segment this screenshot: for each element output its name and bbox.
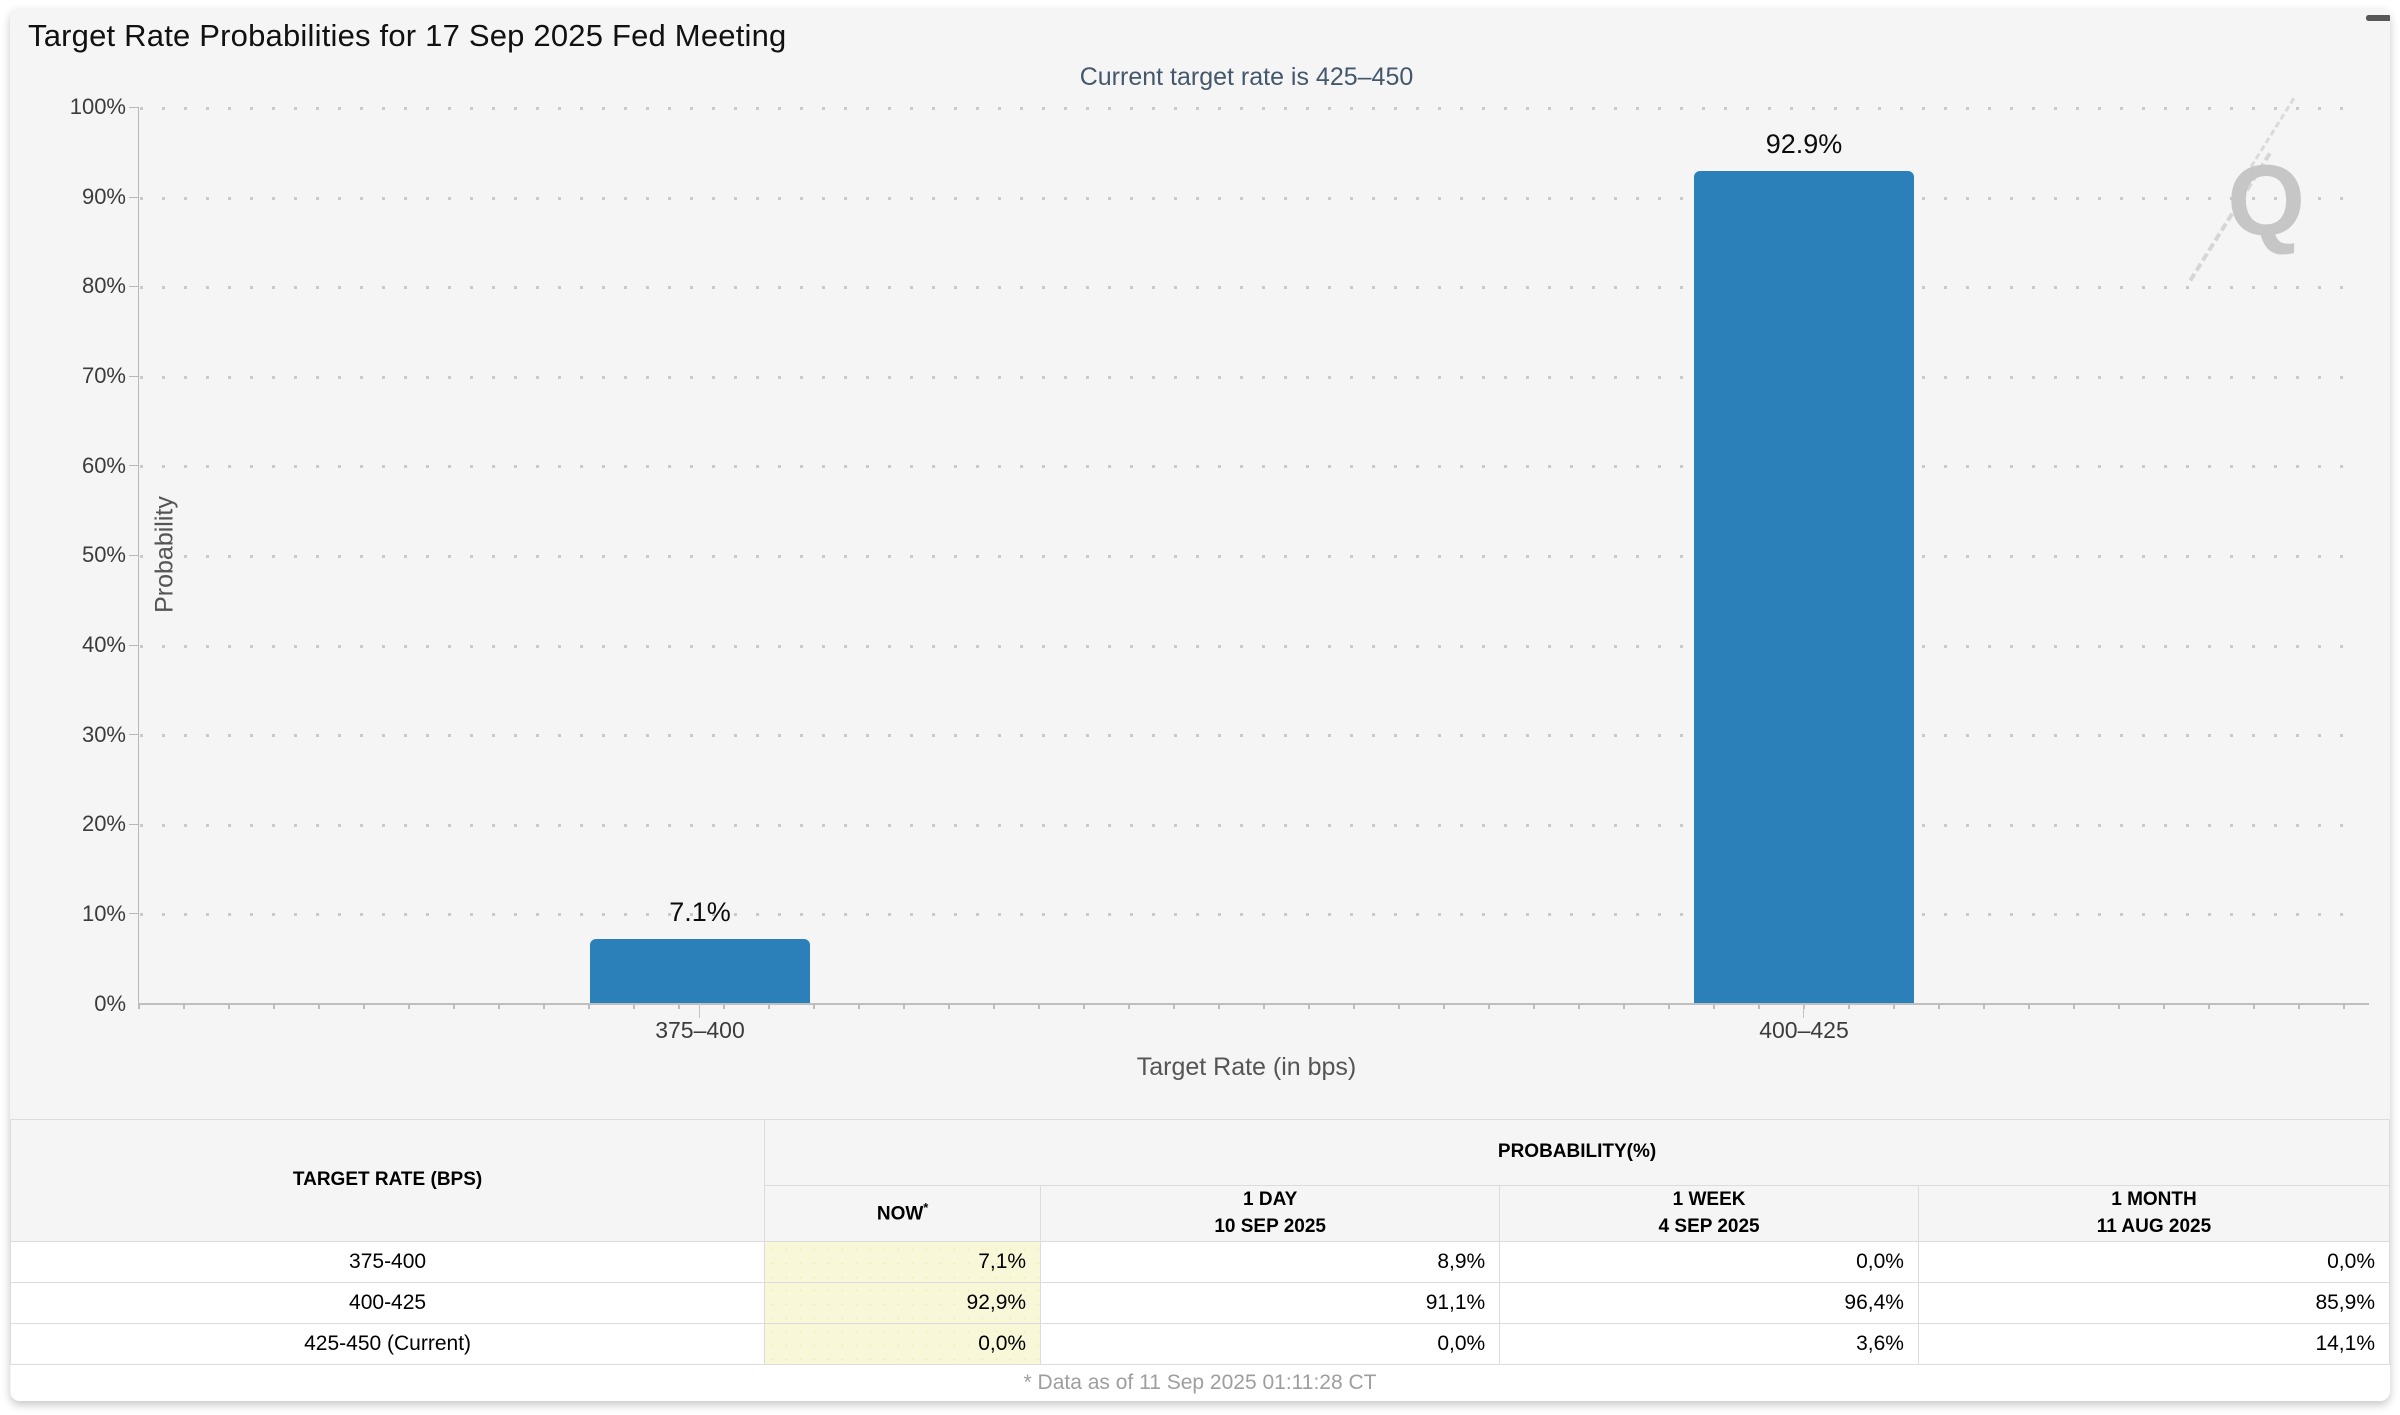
- menu-bar: [2366, 15, 2390, 21]
- y-tick-label: 80%: [81, 273, 126, 298]
- now-cell: 92,9%: [764, 1282, 1042, 1325]
- month-cell: 14,1%: [1917, 1323, 2390, 1366]
- y-axis-tick: [129, 913, 138, 914]
- day-cell: 8,9%: [1040, 1241, 1501, 1284]
- bar-value-label: 7.1%: [669, 897, 731, 928]
- week-cell: 96,4%: [1499, 1282, 1919, 1325]
- y-axis-tick: [129, 734, 138, 735]
- col-header-probability-group: PROBABILITY(%): [764, 1119, 2390, 1186]
- col-header-1week-label: 1 WEEK: [1672, 1189, 1746, 1210]
- bar-400-425[interactable]: 92.9%: [1694, 129, 1914, 1003]
- col-header-now-label: NOW: [876, 1203, 924, 1225]
- category-tick: [1803, 1003, 1804, 1018]
- gridline: [140, 913, 2355, 916]
- rate-cell: 400-425: [10, 1282, 766, 1325]
- now-cell: 7,1%: [764, 1241, 1042, 1284]
- gridline: [140, 555, 2355, 558]
- category-tick: [699, 1003, 700, 1018]
- bar-chart-plot-area: 100% 90% 80% 70% 60% 50% 40% 30% 20% 10%…: [70, 94, 2369, 1081]
- data-as-of-footnote: * Data as of 11 Sep 2025 01:11:28 CT: [10, 1364, 2390, 1401]
- y-axis-tick: [129, 465, 138, 466]
- gridline: [140, 824, 2355, 827]
- y-axis-line: [138, 107, 139, 1003]
- fedwatch-panel: Target Rate Probabilities for 17 Sep 202…: [10, 8, 2390, 1401]
- week-cell: 0,0%: [1499, 1241, 1919, 1284]
- now-cell: 0,0%: [764, 1323, 1042, 1366]
- col-header-1week: 1 WEEK 4 SEP 2025: [1499, 1184, 1919, 1243]
- y-tick-label: 100%: [69, 94, 126, 119]
- y-tick-label: 50%: [81, 542, 126, 567]
- y-tick-label: 60%: [81, 453, 126, 478]
- col-header-1day: 1 DAY 10 SEP 2025: [1040, 1184, 1501, 1243]
- y-axis-tick: [129, 107, 138, 108]
- table-footer-row: * Data as of 11 Sep 2025 01:11:28 CT: [10, 1364, 2390, 1401]
- gridline: [140, 197, 2355, 200]
- probability-table: TARGET RATE (BPS) PROBABILITY(%) NOW* 1 …: [10, 1118, 2390, 1401]
- chart-subtitle: Current target rate is 425–450: [1079, 63, 1414, 91]
- y-tick-label: 90%: [81, 184, 126, 209]
- y-axis-tick: [129, 645, 138, 646]
- x-axis-title: Target Rate (in bps): [1136, 1053, 1357, 1081]
- y-tick-label: 0%: [94, 991, 126, 1016]
- y-axis-tick: [129, 197, 138, 198]
- y-tick-label: 30%: [81, 722, 126, 747]
- x-axis-minor-ticks: [138, 1003, 2369, 1009]
- quikstrike-watermark: Q: [2185, 97, 2315, 285]
- y-axis-tick: [129, 824, 138, 825]
- col-header-now: NOW*: [764, 1184, 1042, 1243]
- gridline: [140, 465, 2355, 468]
- page-title: Target Rate Probabilities for 17 Sep 202…: [28, 18, 787, 53]
- week-cell: 3,6%: [1499, 1323, 1919, 1366]
- y-tick-label: 70%: [81, 363, 126, 388]
- rate-cell: 375-400: [10, 1241, 766, 1284]
- day-cell: 91,1%: [1040, 1282, 1501, 1325]
- day-cell: 0,0%: [1040, 1323, 1501, 1366]
- y-axis-tick: [129, 376, 138, 377]
- y-tick-label: 20%: [81, 811, 126, 836]
- rate-cell: 425-450 (Current): [10, 1323, 766, 1366]
- gridline: [140, 645, 2355, 648]
- x-tick-label: 375–400: [655, 1017, 745, 1043]
- col-header-1day-label: 1 DAY: [1243, 1189, 1298, 1210]
- col-header-1week-date: 4 SEP 2025: [1658, 1215, 1760, 1237]
- month-cell: 0,0%: [1917, 1241, 2390, 1284]
- y-axis-tick: [129, 286, 138, 287]
- y-tick-label: 10%: [81, 901, 126, 926]
- bar-value-label: 92.9%: [1765, 128, 1843, 159]
- y-axis-title: Probability: [150, 496, 179, 613]
- col-header-target-rate: TARGET RATE (BPS): [10, 1118, 766, 1243]
- x-tick-label: 400–425: [1759, 1017, 1849, 1043]
- bar-375-400[interactable]: 7.1%: [590, 897, 810, 1003]
- table-row-425-450-current: 425-450 (Current) 0,0% 0,0% 3,6% 14,1%: [10, 1323, 2390, 1366]
- month-cell: 85,9%: [1917, 1282, 2390, 1325]
- y-tick-label: 40%: [81, 632, 126, 657]
- footnote-asterisk: *: [923, 1200, 929, 1216]
- q-logo-icon: Q: [2227, 145, 2305, 257]
- col-header-1day-date: 10 SEP 2025: [1214, 1215, 1326, 1237]
- col-header-1month: 1 MONTH 11 AUG 2025: [1917, 1184, 2390, 1243]
- table-row-375-400: 375-400 7,1% 8,9% 0,0% 0,0%: [10, 1241, 2390, 1284]
- gridline: [140, 734, 2355, 737]
- y-axis-tick: [129, 555, 138, 556]
- gridline: [140, 376, 2355, 379]
- col-header-1month-date: 11 AUG 2025: [2096, 1215, 2212, 1237]
- gridline: [140, 107, 2355, 110]
- table-row-400-425: 400-425 92,9% 91,1% 96,4% 85,9%: [10, 1282, 2390, 1325]
- gridline: [140, 286, 2355, 289]
- col-header-1month-label: 1 MONTH: [2111, 1189, 2197, 1210]
